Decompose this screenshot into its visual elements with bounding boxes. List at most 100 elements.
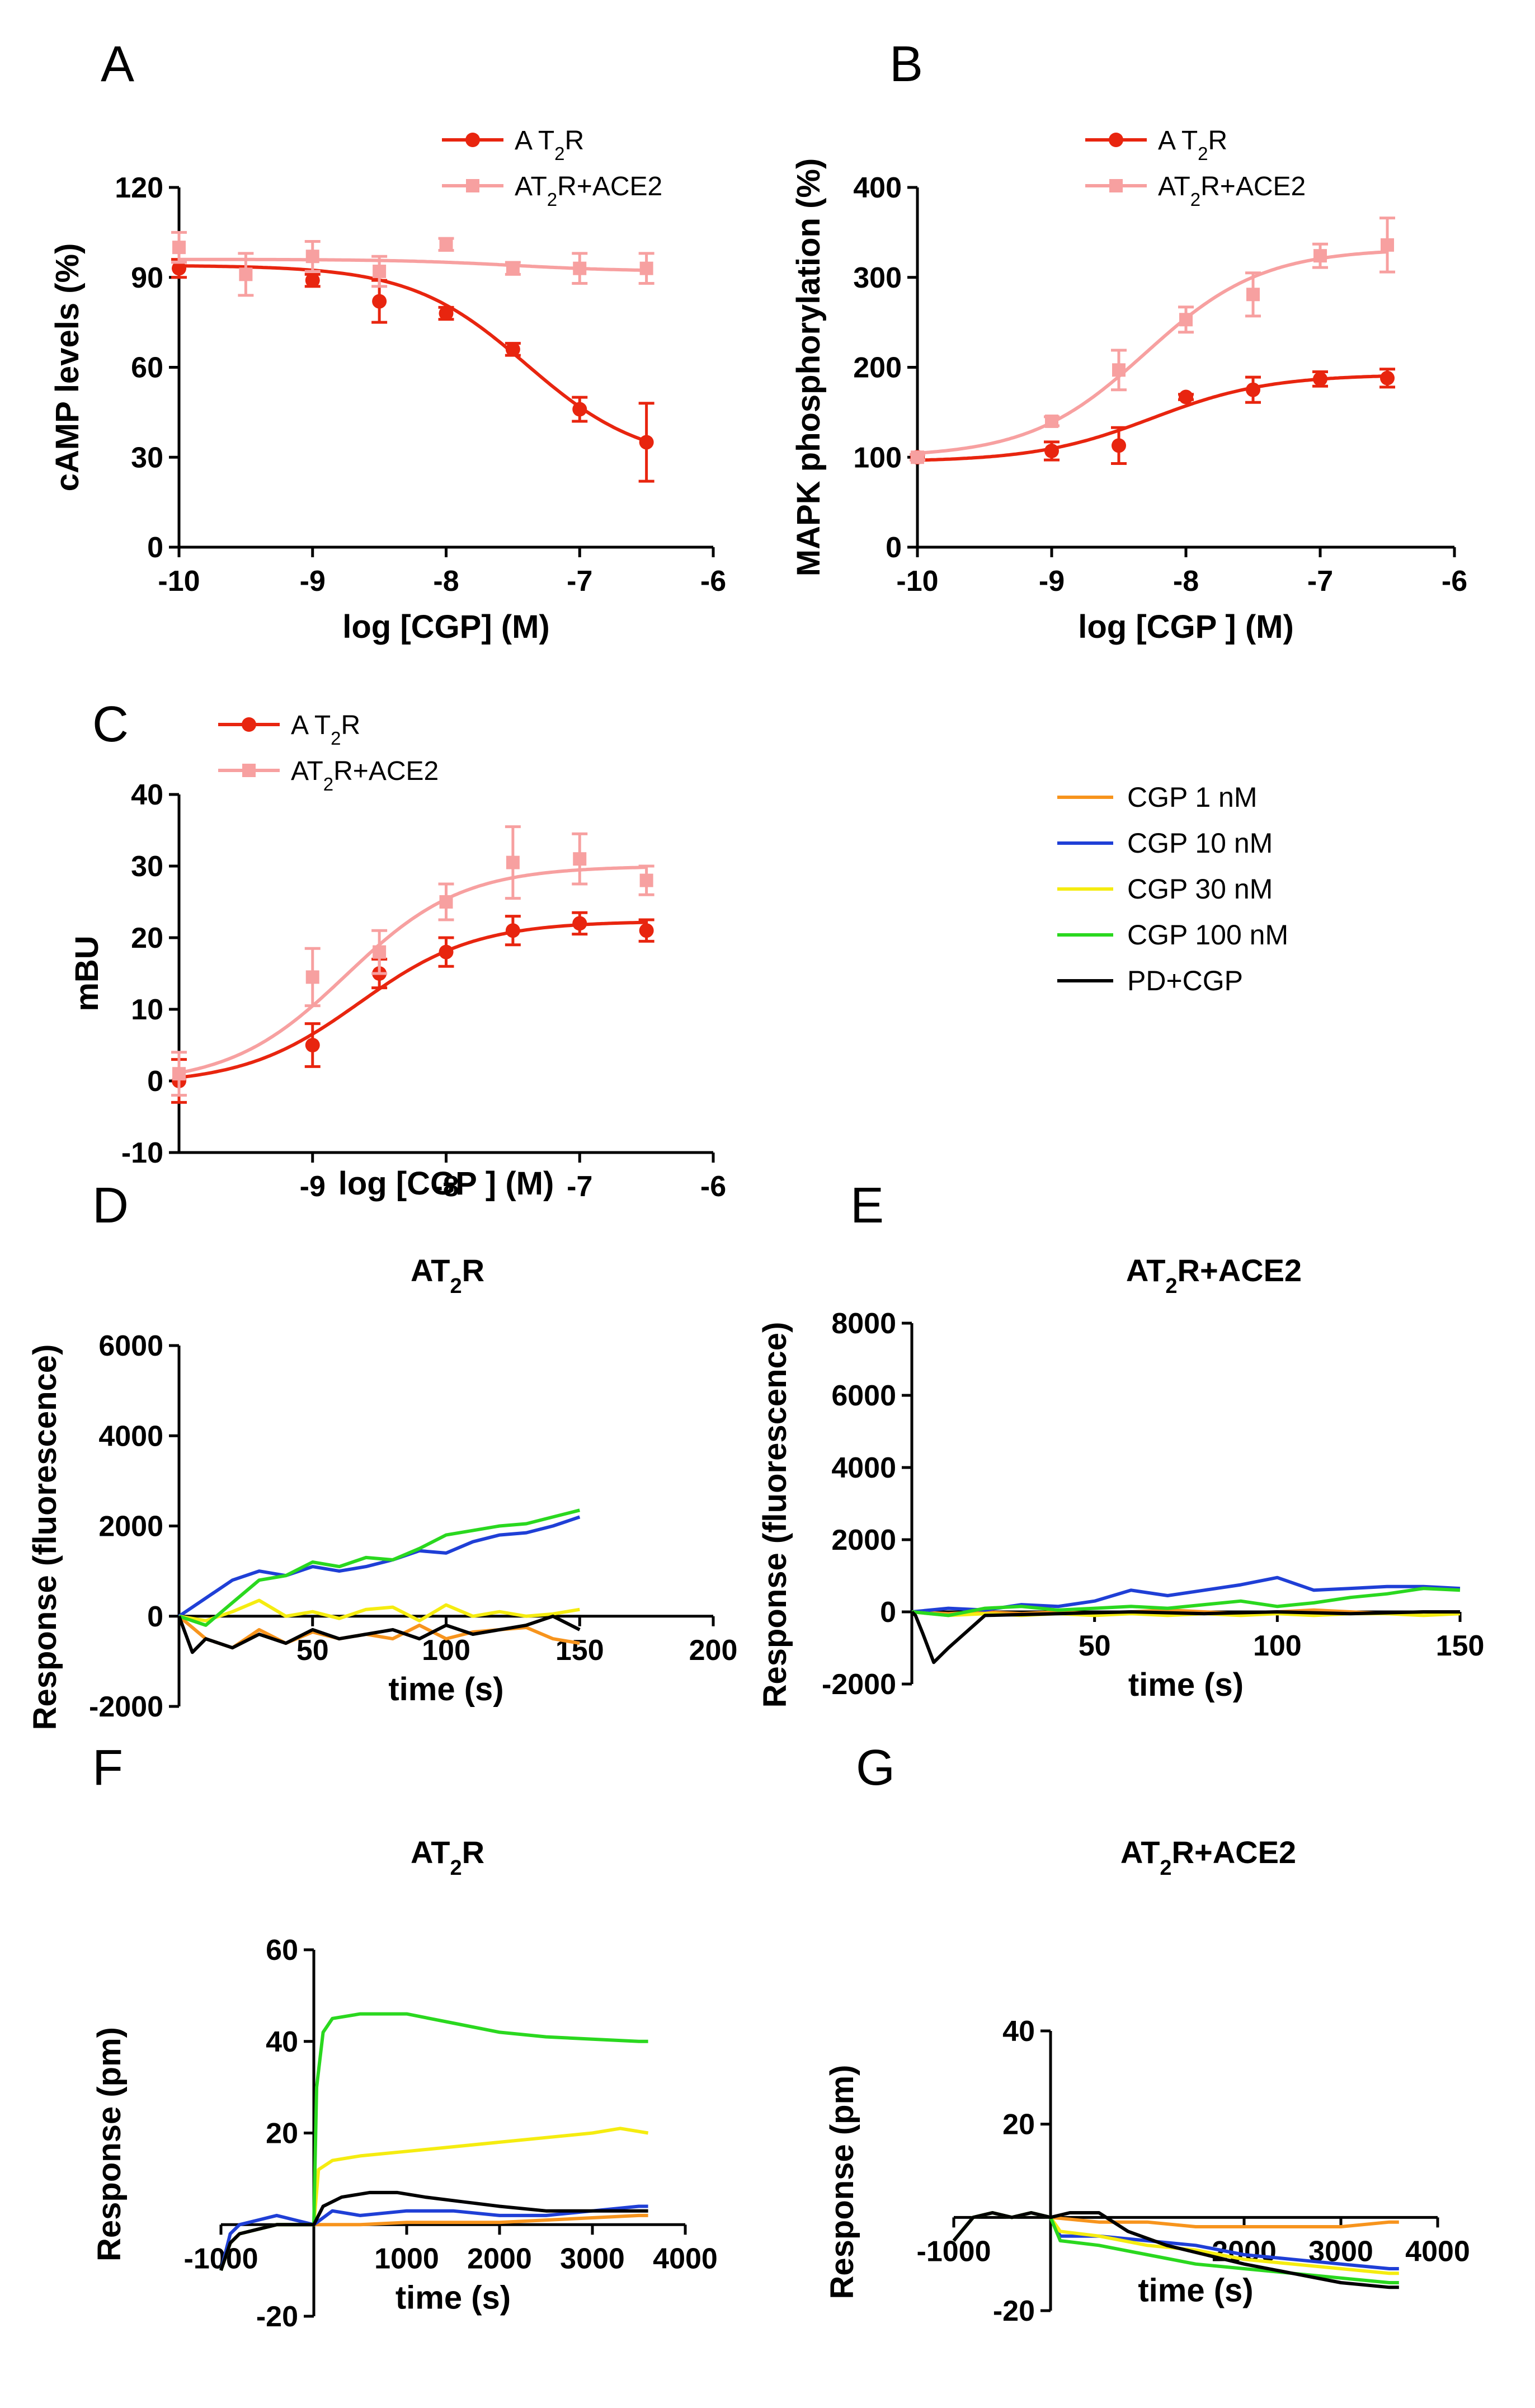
y-tick-label: 300	[853, 262, 902, 294]
y-tick-label: -20	[256, 2301, 298, 2333]
y-tick-label: 40	[266, 2026, 298, 2058]
x-tick-label: -10	[896, 565, 938, 598]
data-point	[572, 402, 587, 417]
x-axis-label: time (s)	[1138, 2272, 1253, 2308]
x-tick-label: -8	[1173, 565, 1199, 598]
trace-cgp-100-nm	[178, 1508, 581, 1627]
data-point	[639, 261, 653, 275]
data-point	[1246, 288, 1260, 302]
y-tick-label: 8000	[831, 1308, 896, 1340]
data-point	[373, 945, 387, 959]
data-point	[1112, 363, 1126, 377]
panel-letter-c: C	[92, 697, 129, 752]
panel-letter-a: A	[101, 36, 134, 92]
data-point	[1179, 313, 1193, 327]
y-tick-label: 0	[147, 1601, 163, 1633]
trace-legend-label: CGP 30 nM	[1127, 873, 1273, 905]
y-tick-label: 40	[131, 779, 163, 811]
y-tick-label: 6000	[98, 1330, 163, 1362]
y-tick-label: 2000	[831, 1524, 896, 1556]
y-tick-label: 60	[266, 1934, 298, 1967]
data-point	[911, 450, 924, 464]
x-tick-label: -6	[700, 565, 726, 598]
y-tick-label: 60	[131, 352, 163, 384]
y-axis-label: MAPK phosphorylation (%)	[790, 158, 827, 577]
trace-legend: CGP 1 nM CGP 10 nM CGP 30 nM CGP 100 nM PD+C…	[1057, 782, 1288, 996]
y-tick-label: 4000	[98, 1420, 163, 1452]
y-tick-label: 20	[131, 922, 163, 954]
y-tick-label: 0	[147, 532, 163, 564]
x-tick-label: -6	[700, 1170, 726, 1203]
data-point	[439, 237, 453, 251]
y-axis-label: Response (pm)	[824, 2065, 860, 2299]
trace-cgp-10-nm	[219, 2204, 648, 2271]
fit-curve-at2r-ace2	[917, 250, 1388, 455]
y-tick-label: 6000	[831, 1380, 896, 1412]
data-point	[1179, 389, 1193, 405]
x-tick-label: 200	[689, 1634, 738, 1667]
x-tick-label: -9	[300, 1170, 326, 1203]
data-point	[439, 944, 454, 960]
data-point	[572, 916, 587, 931]
trace-pd-cgp	[177, 1614, 581, 1654]
legend-marker	[466, 179, 479, 192]
trace-cgp-10-nm	[178, 1515, 581, 1618]
y-tick-label: -2000	[822, 1668, 896, 1701]
y-tick-label: 30	[131, 850, 163, 883]
x-tick-label: -6	[1442, 565, 1467, 598]
x-tick-label: 3000	[560, 2242, 625, 2275]
data-point	[1313, 371, 1327, 387]
y-tick-label: 200	[853, 352, 902, 384]
data-point	[1045, 414, 1058, 428]
data-point	[506, 261, 520, 275]
data-point	[1112, 438, 1126, 453]
trace-legend-label: CGP 1 nM	[1127, 782, 1258, 813]
data-point	[639, 923, 654, 938]
fit-curve-at2r	[179, 264, 647, 443]
legend-marker	[465, 133, 480, 147]
x-tick-label: 100	[1253, 1630, 1302, 1662]
data-point	[1246, 382, 1260, 397]
y-axis-label: Response (fluorescence)	[757, 1322, 793, 1708]
trace-legend-label: CGP 10 nM	[1127, 827, 1273, 859]
y-axis-label: cAMP levels (%)	[49, 243, 86, 492]
y-tick-label: 0	[880, 1596, 896, 1629]
panel-letter-e: E	[850, 1178, 884, 1234]
x-axis-label: time (s)	[388, 1671, 503, 1708]
legend-marker	[242, 764, 256, 777]
x-axis-label: time (s)	[395, 2279, 511, 2316]
x-tick-label: -7	[567, 1170, 592, 1203]
data-point	[172, 261, 186, 276]
y-tick-label: 100	[853, 441, 902, 474]
data-point	[573, 261, 587, 275]
data-point	[305, 250, 319, 264]
data-point	[439, 895, 453, 909]
data-point	[573, 852, 587, 866]
y-tick-label: 120	[115, 172, 163, 204]
y-tick-label: 30	[131, 441, 163, 474]
y-tick-label: 20	[1002, 2109, 1035, 2141]
data-point	[373, 265, 387, 279]
data-point	[172, 1067, 186, 1081]
panel-a-chart: 0 30 60 90 120 -10 -9 -8 -7 -6 cAMP levels (%) log …	[49, 126, 726, 645]
data-point	[639, 435, 654, 450]
data-point	[305, 273, 320, 288]
data-point	[239, 267, 253, 281]
x-tick-label: -9	[1039, 565, 1065, 598]
y-tick-label: 4000	[831, 1452, 896, 1484]
x-tick-label: 4000	[1405, 2235, 1470, 2268]
panel-letter-d: D	[92, 1178, 129, 1234]
y-axis-label: mBU	[69, 935, 105, 1011]
y-tick-label: 20	[266, 2118, 298, 2150]
fit-curve-at2r	[917, 374, 1388, 462]
chart-title: AT2R	[411, 1253, 484, 1298]
fit-curve-at2r-ace2	[178, 866, 647, 1075]
panel-e-chart: -2000 0 2000 4000 6000 8000 50 100 150 Response (…	[757, 1253, 1484, 1708]
x-tick-label: -7	[567, 565, 592, 598]
y-axis-label: Response (fluorescence)	[27, 1344, 63, 1730]
legend-label: AT2R+ACE2	[1158, 172, 1306, 210]
data-point	[305, 1038, 320, 1052]
data-point	[506, 855, 520, 869]
